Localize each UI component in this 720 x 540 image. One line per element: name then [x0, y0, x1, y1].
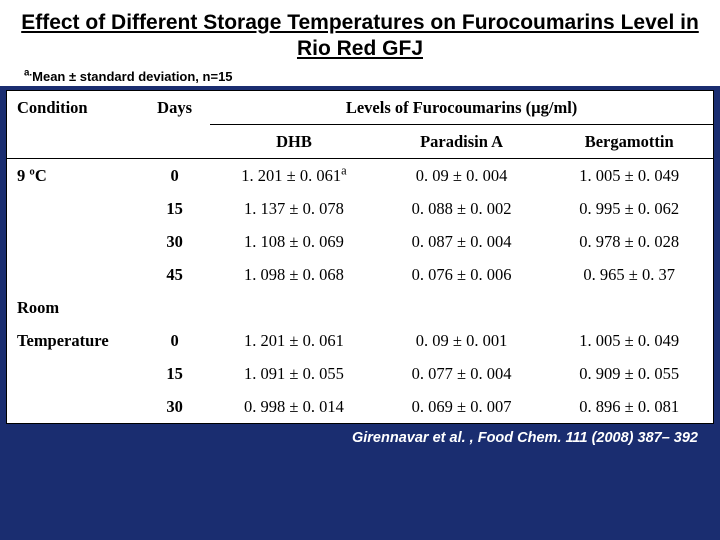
cell-condition	[7, 225, 139, 258]
cell-bergamottin: 1. 005 ± 0. 049	[545, 324, 713, 357]
cell-paradisin	[378, 291, 546, 324]
cell-dhb	[210, 291, 378, 324]
table-row: 9 ºC01. 201 ± 0. 061a0. 09 ± 0. 0041. 00…	[7, 158, 713, 192]
cell-bergamottin: 0. 965 ± 0. 37	[545, 258, 713, 291]
cell-condition	[7, 192, 139, 225]
cell-days: 30	[139, 390, 210, 423]
subtitle-text: Mean ± standard deviation, n=15	[32, 69, 232, 84]
cell-condition: 9 ºC	[7, 158, 139, 192]
cell-days	[139, 291, 210, 324]
cell-paradisin: 0. 088 ± 0. 002	[378, 192, 546, 225]
cell-bergamottin: 1. 005 ± 0. 049	[545, 158, 713, 192]
table-row: 151. 137 ± 0. 0780. 088 ± 0. 0020. 995 ±…	[7, 192, 713, 225]
cell-days: 15	[139, 192, 210, 225]
table-row: 451. 098 ± 0. 0680. 076 ± 0. 0060. 965 ±…	[7, 258, 713, 291]
cell-dhb: 1. 098 ± 0. 068	[210, 258, 378, 291]
cell-dhb: 1. 201 ± 0. 061a	[210, 158, 378, 192]
table-row: 151. 091 ± 0. 0550. 077 ± 0. 0040. 909 ±…	[7, 357, 713, 390]
table-row: 301. 108 ± 0. 0690. 087 ± 0. 0040. 978 ±…	[7, 225, 713, 258]
subtitle-superscript: a.	[24, 67, 32, 78]
cell-bergamottin: 0. 896 ± 0. 081	[545, 390, 713, 423]
col-dhb: DHB	[210, 124, 378, 158]
cell-dhb: 1. 137 ± 0. 078	[210, 192, 378, 225]
cell-paradisin: 0. 087 ± 0. 004	[378, 225, 546, 258]
subtitle: a.Mean ± standard deviation, n=15	[20, 63, 700, 84]
data-table-container: Condition Days Levels of Furocoumarins (…	[6, 90, 714, 424]
table-body: 9 ºC01. 201 ± 0. 061a0. 09 ± 0. 0041. 00…	[7, 158, 713, 423]
cell-condition	[7, 390, 139, 423]
cell-bergamottin: 0. 978 ± 0. 028	[545, 225, 713, 258]
cell-paradisin: 0. 09 ± 0. 001	[378, 324, 546, 357]
col-condition: Condition	[7, 91, 139, 159]
cell-bergamottin: 0. 995 ± 0. 062	[545, 192, 713, 225]
cell-condition: Room	[7, 291, 139, 324]
cell-paradisin: 0. 076 ± 0. 006	[378, 258, 546, 291]
cell-condition	[7, 258, 139, 291]
cell-paradisin: 0. 069 ± 0. 007	[378, 390, 546, 423]
col-group-levels: Levels of Furocoumarins (µg/ml)	[210, 91, 713, 125]
cell-dhb: 1. 091 ± 0. 055	[210, 357, 378, 390]
cell-bergamottin: 0. 909 ± 0. 055	[545, 357, 713, 390]
citation-footer: Girennavar et al. , Food Chem. 111 (2008…	[0, 424, 720, 446]
title-area: Effect of Different Storage Temperatures…	[0, 0, 720, 86]
col-days: Days	[139, 91, 210, 159]
cell-paradisin: 0. 09 ± 0. 004	[378, 158, 546, 192]
cell-dhb: 0. 998 ± 0. 014	[210, 390, 378, 423]
col-paradisin: Paradisin A	[378, 124, 546, 158]
cell-days: 30	[139, 225, 210, 258]
value-superscript: a	[341, 163, 347, 177]
cell-condition: Temperature	[7, 324, 139, 357]
cell-days: 15	[139, 357, 210, 390]
table-row: 300. 998 ± 0. 0140. 069 ± 0. 0070. 896 ±…	[7, 390, 713, 423]
cell-condition	[7, 357, 139, 390]
col-bergamottin: Bergamottin	[545, 124, 713, 158]
table-row: Temperature01. 201 ± 0. 0610. 09 ± 0. 00…	[7, 324, 713, 357]
cell-bergamottin	[545, 291, 713, 324]
cell-days: 45	[139, 258, 210, 291]
page-title: Effect of Different Storage Temperatures…	[20, 10, 700, 63]
data-table: Condition Days Levels of Furocoumarins (…	[7, 91, 713, 423]
cell-dhb: 1. 108 ± 0. 069	[210, 225, 378, 258]
cell-paradisin: 0. 077 ± 0. 004	[378, 357, 546, 390]
cell-days: 0	[139, 324, 210, 357]
cell-dhb: 1. 201 ± 0. 061	[210, 324, 378, 357]
table-header-row: Condition Days Levels of Furocoumarins (…	[7, 91, 713, 125]
table-row: Room	[7, 291, 713, 324]
cell-days: 0	[139, 158, 210, 192]
